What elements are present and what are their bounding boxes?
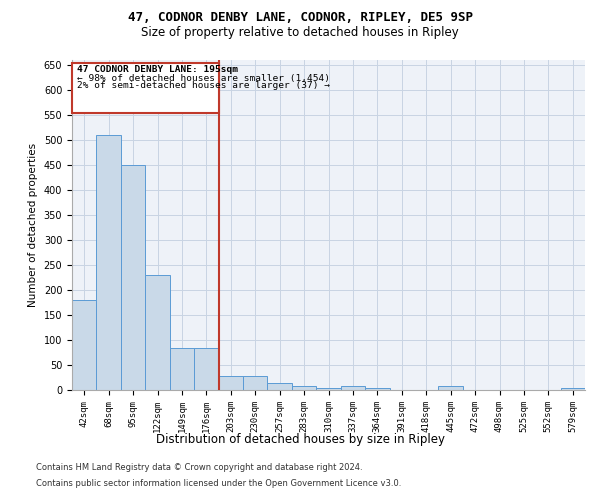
Text: Distribution of detached houses by size in Ripley: Distribution of detached houses by size … — [155, 432, 445, 446]
Text: 47, CODNOR DENBY LANE, CODNOR, RIPLEY, DE5 9SP: 47, CODNOR DENBY LANE, CODNOR, RIPLEY, D… — [128, 11, 473, 24]
Bar — [316, 388, 341, 390]
Bar — [341, 386, 365, 390]
Bar — [365, 388, 389, 390]
Text: Contains public sector information licensed under the Open Government Licence v3: Contains public sector information licen… — [36, 478, 401, 488]
Bar — [243, 376, 268, 390]
Bar — [97, 135, 121, 390]
Text: Contains HM Land Registry data © Crown copyright and database right 2024.: Contains HM Land Registry data © Crown c… — [36, 464, 362, 472]
Text: 2% of semi-detached houses are larger (37) →: 2% of semi-detached houses are larger (3… — [77, 82, 330, 90]
Bar — [72, 300, 97, 390]
Text: Size of property relative to detached houses in Ripley: Size of property relative to detached ho… — [141, 26, 459, 39]
Bar — [439, 386, 463, 390]
Bar — [560, 388, 585, 390]
FancyBboxPatch shape — [72, 62, 218, 112]
Text: 47 CODNOR DENBY LANE: 195sqm: 47 CODNOR DENBY LANE: 195sqm — [77, 65, 238, 74]
Y-axis label: Number of detached properties: Number of detached properties — [28, 143, 38, 307]
Bar — [194, 348, 218, 390]
Bar — [218, 376, 243, 390]
Bar — [145, 275, 170, 390]
Bar — [268, 382, 292, 390]
Bar — [170, 348, 194, 390]
Text: ← 98% of detached houses are smaller (1,454): ← 98% of detached houses are smaller (1,… — [77, 74, 330, 82]
Bar — [292, 386, 316, 390]
Bar — [121, 165, 145, 390]
